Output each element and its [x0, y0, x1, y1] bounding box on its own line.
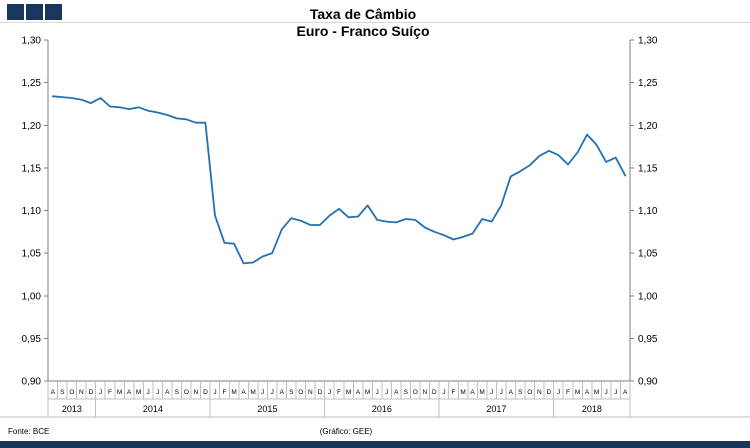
month-label: J [442, 389, 445, 396]
month-label: D [432, 389, 437, 396]
y-tick-label-left: 1,20 [22, 121, 42, 132]
year-label: 2013 [62, 404, 82, 414]
month-label: M [231, 389, 236, 396]
month-label: M [250, 389, 255, 396]
month-label: F [451, 389, 455, 396]
month-label: S [404, 389, 409, 396]
month-label: A [585, 389, 590, 396]
y-tick-label-left: 0,90 [22, 377, 42, 388]
month-label: A [127, 389, 132, 396]
month-label: J [156, 389, 159, 396]
month-label: F [223, 389, 227, 396]
month-label: N [537, 389, 542, 396]
month-label: A [165, 389, 170, 396]
logo-squares [7, 4, 62, 20]
month-label: O [413, 389, 418, 396]
month-label: N [194, 389, 199, 396]
month-label: M [365, 389, 370, 396]
y-tick-label-left: 1,30 [22, 36, 42, 47]
month-label: J [213, 389, 216, 396]
month-label: F [108, 389, 112, 396]
month-label: A [356, 389, 361, 396]
y-tick-label-right: 1,15 [638, 163, 658, 174]
month-label: M [346, 389, 351, 396]
month-label: A [280, 389, 285, 396]
month-label: J [557, 389, 560, 396]
y-tick-label-left: 1,10 [22, 206, 42, 217]
month-label: J [261, 389, 264, 396]
month-label: D [203, 389, 208, 396]
month-label: J [99, 389, 102, 396]
year-label: 2014 [143, 404, 163, 414]
month-label: S [60, 389, 65, 396]
y-tick-label-right: 1,05 [638, 249, 658, 260]
year-label: 2017 [486, 404, 506, 414]
y-tick-label-right: 1,30 [638, 36, 658, 47]
month-label: F [337, 389, 341, 396]
month-label: M [575, 389, 580, 396]
month-label: J [500, 389, 503, 396]
bottom-bar [0, 441, 750, 448]
month-label: M [594, 389, 599, 396]
y-tick-label-right: 0,95 [638, 334, 658, 345]
month-label: M [136, 389, 141, 396]
month-label: F [566, 389, 570, 396]
month-label: A [394, 389, 399, 396]
month-label: D [89, 389, 94, 396]
month-label: M [479, 389, 484, 396]
month-label: J [490, 389, 493, 396]
month-label: J [376, 389, 379, 396]
month-label: S [518, 389, 523, 396]
chart-title-line2: Euro - Franco Suíço [296, 23, 430, 39]
year-label: 2016 [372, 404, 392, 414]
y-tick-label-left: 1,25 [22, 78, 42, 89]
month-label: O [69, 389, 74, 396]
month-label: A [51, 389, 56, 396]
logo-square [26, 4, 43, 20]
y-tick-label-left: 1,05 [22, 249, 42, 260]
logo-square [45, 4, 62, 20]
logo-square [7, 4, 24, 20]
month-label: A [470, 389, 475, 396]
year-label: 2015 [257, 404, 277, 414]
y-tick-label-left: 1,15 [22, 163, 42, 174]
chart-title: Taxa de Câmbio Euro - Franco Suíço [0, 6, 726, 40]
month-label: S [175, 389, 180, 396]
month-label: N [423, 389, 428, 396]
month-label: O [527, 389, 532, 396]
source-label: Fonte: BCE [8, 427, 50, 436]
month-label: M [460, 389, 465, 396]
month-label: D [318, 389, 323, 396]
month-label: J [605, 389, 608, 396]
y-tick-label-left: 0,95 [22, 334, 42, 345]
month-label: A [241, 389, 246, 396]
month-label: S [289, 389, 294, 396]
y-tick-label-right: 1,10 [638, 206, 658, 217]
month-label: J [147, 389, 150, 396]
header-divider [0, 22, 750, 23]
y-tick-label-left: 1,00 [22, 291, 42, 302]
month-label: O [298, 389, 303, 396]
chart-title-line1: Taxa de Câmbio [309, 6, 417, 22]
month-label: D [547, 389, 552, 396]
month-label: N [79, 389, 84, 396]
y-tick-label-right: 0,90 [638, 377, 658, 388]
month-label: O [184, 389, 189, 396]
year-label: 2018 [582, 404, 602, 414]
month-label: J [614, 389, 617, 396]
y-tick-label-right: 1,20 [638, 121, 658, 132]
month-label: J [385, 389, 388, 396]
credit-label: (Gráfico: GEE) [319, 427, 373, 436]
month-label: J [271, 389, 274, 396]
y-tick-label-right: 1,00 [638, 291, 658, 302]
month-label: A [623, 389, 628, 396]
month-label: M [117, 389, 122, 396]
month-label: N [308, 389, 313, 396]
eur-chf-series-line [51, 95, 627, 265]
month-label: A [509, 389, 514, 396]
y-tick-label-right: 1,25 [638, 78, 658, 89]
month-label: J [328, 389, 331, 396]
